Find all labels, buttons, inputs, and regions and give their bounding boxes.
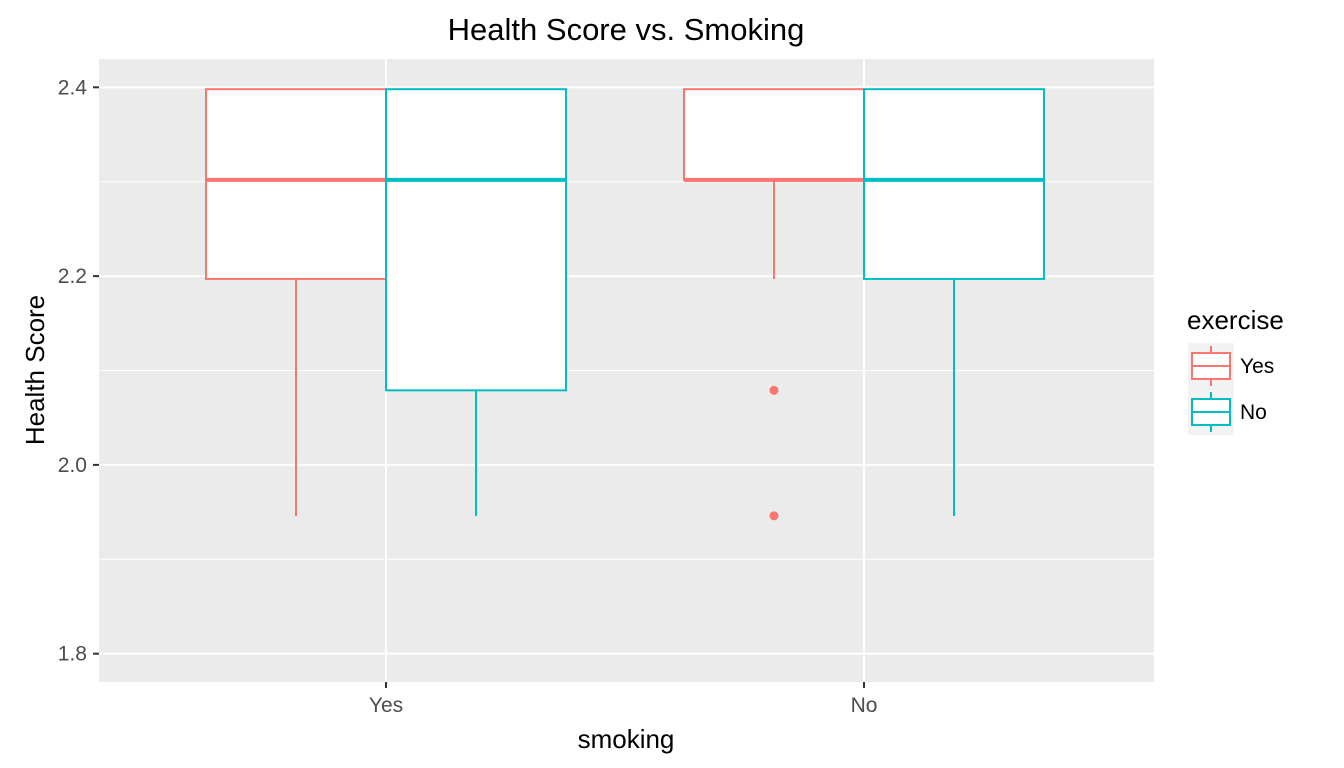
- legend-label: No: [1240, 401, 1267, 424]
- y-axis-ticks: 1.8 2.0 2.2 2.4: [58, 76, 99, 666]
- x-axis-ticks: Yes No: [369, 682, 878, 717]
- box-body: [205, 88, 387, 280]
- box-body: [863, 88, 1045, 280]
- legend-item-yes: Yes: [1188, 343, 1274, 389]
- y-tick-label: 2.2: [58, 265, 87, 288]
- legend: exercise Yes No: [1187, 305, 1284, 435]
- outlier-point: [769, 385, 779, 395]
- legend-label: Yes: [1240, 355, 1274, 378]
- x-tick-label: No: [851, 694, 878, 717]
- outlier-point: [769, 511, 779, 521]
- x-tick-label: Yes: [369, 694, 403, 717]
- legend-item-no: No: [1188, 389, 1267, 435]
- y-tick-label: 2.0: [58, 454, 87, 477]
- y-axis-title: Health Score: [20, 295, 50, 445]
- box-no-no: [863, 88, 1045, 516]
- box-body: [385, 88, 567, 392]
- box-body: [683, 88, 865, 181]
- legend-title: exercise: [1187, 305, 1284, 335]
- y-tick-label: 2.4: [58, 76, 88, 99]
- boxes-layer: [205, 88, 1045, 521]
- box-no-yes: [385, 88, 567, 516]
- box-yes-yes: [205, 88, 387, 516]
- chart-title: Health Score vs. Smoking: [448, 12, 805, 47]
- x-axis-title: smoking: [578, 724, 675, 754]
- y-tick-label: 1.8: [58, 643, 87, 666]
